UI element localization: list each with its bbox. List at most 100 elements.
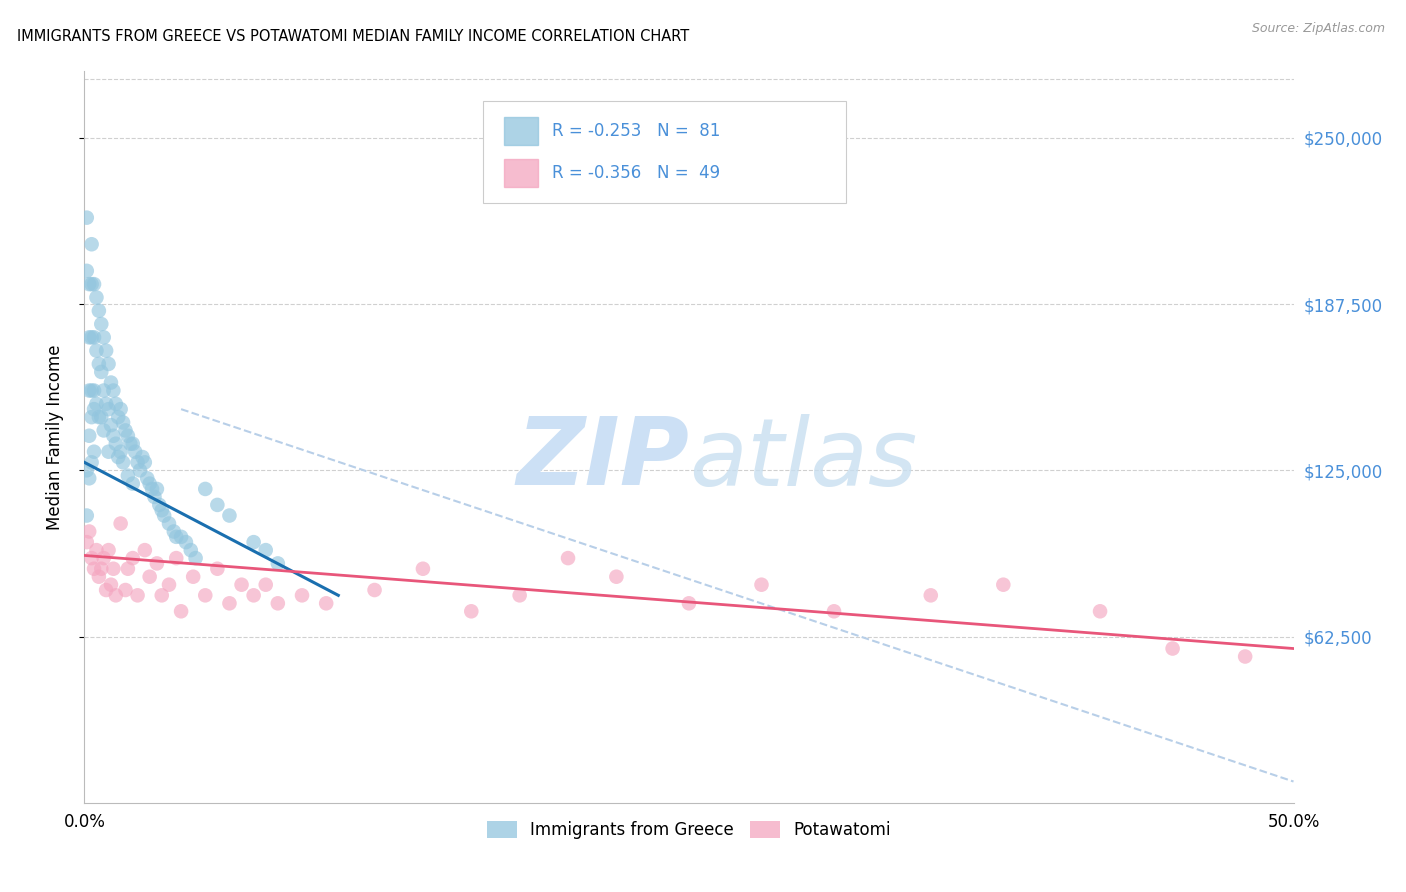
Point [1161,641,1184,656]
Point [80,410,103,425]
Text: atlas: atlas [689,414,917,505]
Point [86,397,108,411]
Point [143,490,166,504]
Point [93,424,115,438]
Point [76,535,98,549]
Point [163,524,186,539]
Point [146,482,169,496]
Point [117,468,139,483]
Point [363,582,385,597]
Point [87,303,110,318]
Point [291,588,314,602]
Point [94,397,117,411]
Point [86,290,108,304]
Bar [503,117,538,145]
Point [146,557,169,571]
Text: IMMIGRANTS FROM GREECE VS POTAWATOMI MEDIAN FAMILY INCOME CORRELATION CHART: IMMIGRANTS FROM GREECE VS POTAWATOMI MED… [17,29,689,44]
Point [80,384,103,398]
Point [194,588,217,602]
Point [112,416,135,430]
Point [80,551,103,566]
Point [242,535,264,549]
Point [83,330,105,344]
Point [83,384,105,398]
Point [86,343,108,358]
FancyBboxPatch shape [484,101,846,203]
Point [141,482,163,496]
Point [136,471,159,485]
Point [76,508,98,523]
Point [100,577,122,591]
Point [100,376,122,390]
Point [90,562,112,576]
Point [129,463,152,477]
Point [83,444,105,458]
Point [83,277,105,292]
Point [138,570,160,584]
Point [114,424,136,438]
Point [1088,604,1111,618]
Point [94,343,117,358]
Point [103,429,125,443]
Point [100,418,122,433]
Point [110,402,132,417]
Point [93,384,115,398]
Point [77,524,100,539]
Point [170,530,193,544]
Point [77,277,100,292]
Point [231,577,253,591]
Point [107,410,129,425]
Point [131,450,153,464]
Point [117,562,139,576]
Point [678,596,700,610]
Point [90,317,112,331]
Point [412,562,434,576]
Point [80,330,103,344]
Point [110,444,132,458]
Point [77,429,100,443]
Point [83,562,105,576]
Point [207,498,229,512]
Point [150,588,173,602]
Point [80,237,103,252]
Point [127,588,149,602]
Point [87,410,110,425]
Point [180,543,202,558]
Point [148,498,170,512]
Point [509,588,531,602]
Point [80,455,103,469]
Point [605,570,627,584]
Point [97,444,120,458]
Point [267,557,290,571]
Point [557,551,579,566]
Point [165,530,187,544]
Point [87,570,110,584]
Point [254,543,277,558]
Point [90,365,112,379]
Text: ZIP: ZIP [516,413,689,505]
Point [103,384,125,398]
Point [920,588,942,602]
Point [93,551,115,566]
Point [121,436,143,450]
Point [114,582,136,597]
Point [993,577,1015,591]
Point [127,455,149,469]
Text: R = -0.356   N =  49: R = -0.356 N = 49 [553,164,720,182]
Point [94,582,117,597]
Point [104,436,127,450]
Point [121,476,143,491]
Point [104,588,127,602]
Point [138,476,160,491]
Point [184,551,207,566]
Point [90,410,112,425]
Point [76,211,98,225]
Point [153,508,176,523]
Point [103,562,125,576]
Point [110,516,132,531]
Point [87,357,110,371]
Point [104,397,127,411]
Point [242,588,264,602]
Point [97,543,120,558]
Point [194,482,217,496]
